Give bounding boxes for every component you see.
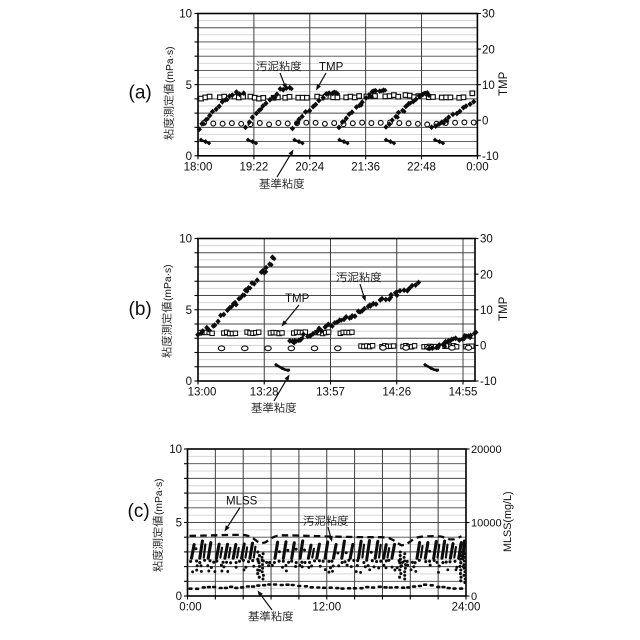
svg-text:10: 10 <box>179 9 192 21</box>
svg-text:TMP: TMP <box>285 293 310 305</box>
svg-text:14:55: 14:55 <box>449 387 478 399</box>
svg-text:10: 10 <box>480 305 493 317</box>
svg-text:10: 10 <box>179 234 192 246</box>
svg-text:30: 30 <box>482 9 495 21</box>
svg-text:TMP: TMP <box>319 62 344 74</box>
svg-text:5: 5 <box>186 305 192 317</box>
svg-text:10: 10 <box>169 444 182 456</box>
svg-text:21:36: 21:36 <box>351 161 380 173</box>
svg-text:(c): (c) <box>128 501 150 522</box>
svg-text:(a): (a) <box>129 83 152 104</box>
svg-text:0: 0 <box>176 591 182 603</box>
svg-text:-10: -10 <box>482 151 499 163</box>
svg-text:0: 0 <box>480 341 486 353</box>
svg-text:(mPa·s): (mPa·s) <box>163 264 174 301</box>
svg-text:0: 0 <box>482 115 488 127</box>
svg-text:13:00: 13:00 <box>188 387 217 399</box>
svg-text:20: 20 <box>480 269 493 281</box>
svg-text:TMP: TMP <box>498 71 510 96</box>
svg-text:(mPa·s): (mPa·s) <box>165 46 176 83</box>
svg-text:TMP: TMP <box>498 296 510 321</box>
svg-text:30: 30 <box>480 234 493 246</box>
svg-text:-10: -10 <box>480 376 497 388</box>
svg-text:20000: 20000 <box>471 444 502 456</box>
svg-text:24:00: 24:00 <box>452 602 481 614</box>
svg-text:0: 0 <box>471 591 477 603</box>
svg-text:10000: 10000 <box>471 518 502 530</box>
svg-text:(mPa·s): (mPa·s) <box>154 478 165 515</box>
svg-text:20: 20 <box>482 44 495 56</box>
svg-text:0:00: 0:00 <box>466 161 488 173</box>
svg-text:MLSS(mg/L): MLSS(mg/L) <box>502 491 514 552</box>
svg-text:5: 5 <box>186 80 192 92</box>
svg-text:18:00: 18:00 <box>184 161 213 173</box>
svg-text:13:57: 13:57 <box>316 387 345 399</box>
svg-text:0:00: 0:00 <box>179 602 201 614</box>
svg-text:0: 0 <box>186 376 192 388</box>
svg-text:5: 5 <box>176 518 182 530</box>
svg-text:19:22: 19:22 <box>240 161 269 173</box>
svg-text:13:28: 13:28 <box>250 387 279 399</box>
svg-text:(b): (b) <box>129 299 152 320</box>
svg-text:12:00: 12:00 <box>312 602 341 614</box>
svg-text:14:26: 14:26 <box>382 387 411 399</box>
svg-text:10: 10 <box>482 80 495 92</box>
svg-text:MLSS: MLSS <box>226 496 258 508</box>
svg-text:20:24: 20:24 <box>295 161 324 173</box>
svg-text:22:48: 22:48 <box>407 161 436 173</box>
svg-text:0: 0 <box>186 151 192 163</box>
